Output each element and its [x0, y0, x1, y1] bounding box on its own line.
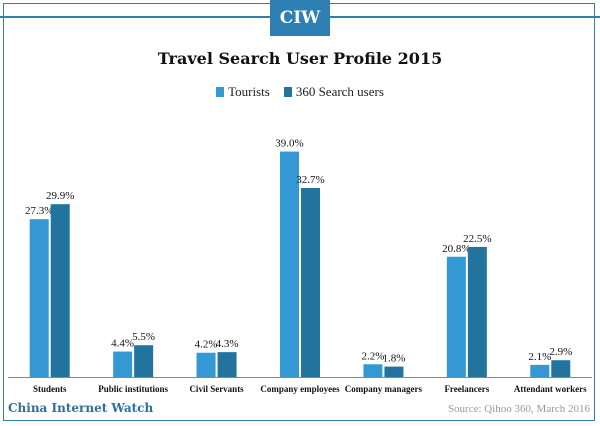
category-label: Freelancers — [444, 384, 489, 394]
category-label: Company managers — [345, 384, 423, 394]
chart-title: Travel Search User Profile 2015 — [157, 49, 443, 68]
bar-tourists — [113, 351, 133, 377]
data-label-tourists: 39.0% — [275, 138, 303, 150]
bar-tourists — [530, 364, 550, 377]
data-label-search-users: 22.5% — [463, 233, 491, 245]
legend-item-tourists: Tourists — [216, 84, 270, 100]
data-label-search-users: 1.8% — [382, 353, 405, 365]
data-label-search-users: 4.3% — [216, 338, 239, 350]
legend-item-search-users: 360 Search users — [283, 84, 384, 100]
chart-legend: Tourists 360 Search users — [0, 84, 600, 100]
bar-search-users — [134, 345, 154, 377]
category-label: Public institutions — [98, 384, 168, 394]
data-label-tourists: 4.2% — [195, 339, 218, 351]
bar-tourists — [29, 219, 49, 377]
data-label-tourists: 2.2% — [361, 350, 384, 362]
data-label-tourists: 4.4% — [111, 338, 134, 350]
bar-tourists — [280, 151, 299, 377]
data-label-tourists: 20.8% — [442, 243, 470, 255]
legend-label-tourists: Tourists — [228, 84, 270, 99]
bar-search-users — [384, 366, 404, 377]
bar-search-users — [50, 204, 70, 377]
data-label-search-users: 2.9% — [549, 346, 572, 358]
bar-tourists — [196, 352, 216, 377]
footer-brand: China Internet Watch — [8, 401, 154, 415]
data-label-search-users: 5.5% — [132, 331, 155, 343]
bar-search-users — [467, 246, 487, 377]
footer-source: Source: Qihoo 360, March 2016 — [447, 403, 590, 415]
legend-swatch-search-users — [283, 87, 292, 97]
category-label: Attendant workers — [514, 384, 587, 394]
ciw-logo: CIW — [270, 0, 330, 36]
data-label-tourists: 2.1% — [528, 351, 551, 363]
data-label-tourists: 27.3% — [25, 205, 53, 217]
legend-swatch-tourists — [216, 87, 225, 97]
bar-tourists — [363, 364, 383, 377]
data-label-search-users: 29.9% — [46, 190, 74, 202]
category-label: Students — [33, 384, 67, 394]
legend-label-search-users: 360 Search users — [295, 84, 384, 99]
data-label-search-users: 32.7% — [296, 174, 324, 186]
category-label: Company employees — [260, 384, 340, 394]
category-label: Civil Servants — [189, 384, 244, 394]
bar-tourists — [446, 256, 466, 377]
bar-search-users — [551, 360, 571, 377]
bar-search-users — [301, 187, 320, 377]
bar-search-users — [217, 352, 237, 377]
